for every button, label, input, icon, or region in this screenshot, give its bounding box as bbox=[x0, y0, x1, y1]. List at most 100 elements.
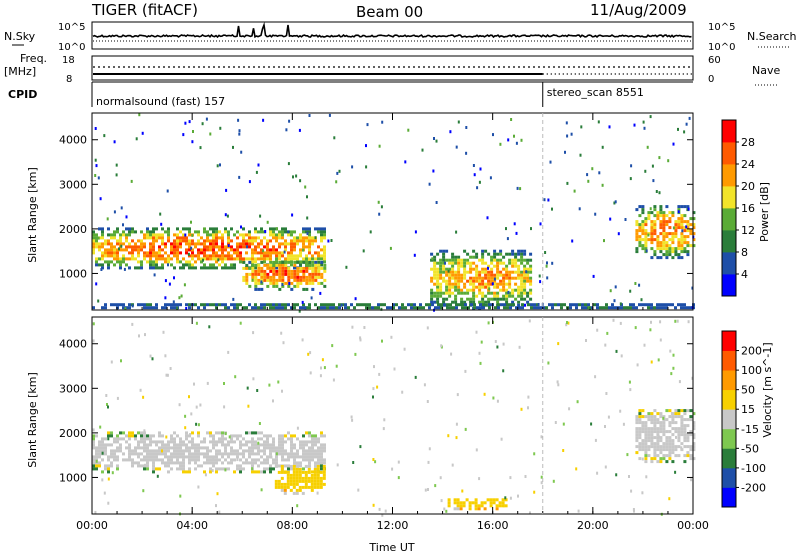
range-cell bbox=[305, 230, 308, 234]
range-cell bbox=[436, 267, 440, 271]
range-cell bbox=[644, 430, 648, 434]
range-cell bbox=[218, 458, 221, 462]
range-cell bbox=[517, 291, 521, 295]
range-cell bbox=[146, 461, 149, 465]
range-cell bbox=[638, 235, 642, 239]
range-cell bbox=[529, 276, 533, 280]
range-cell bbox=[653, 448, 657, 452]
range-cell bbox=[514, 264, 518, 268]
range-cell bbox=[146, 230, 149, 234]
range-cell bbox=[197, 443, 200, 447]
range-cell bbox=[290, 260, 293, 264]
scatter-cell bbox=[577, 509, 580, 513]
range-cell bbox=[101, 443, 104, 447]
range-cell bbox=[296, 303, 299, 307]
range-cell bbox=[683, 430, 687, 434]
scatter-cell bbox=[366, 123, 369, 127]
range-cell bbox=[496, 291, 500, 295]
range-cell bbox=[188, 266, 191, 270]
range-cell bbox=[212, 443, 215, 447]
range-cell bbox=[260, 470, 263, 474]
range-cell bbox=[283, 491, 287, 495]
range-cell bbox=[499, 252, 503, 256]
range-cell bbox=[209, 245, 212, 249]
range-cell bbox=[674, 235, 678, 239]
range-cell bbox=[140, 260, 143, 264]
range-cell bbox=[274, 485, 278, 489]
range-cell bbox=[463, 264, 467, 268]
range-cell bbox=[164, 242, 167, 246]
range-cell bbox=[472, 294, 476, 298]
range-cell bbox=[656, 433, 660, 437]
range-cell bbox=[671, 214, 675, 218]
range-cell bbox=[251, 248, 254, 252]
range-cell bbox=[239, 446, 242, 450]
scatter-cell bbox=[350, 415, 353, 419]
range-cell bbox=[662, 454, 666, 458]
range-cell bbox=[529, 258, 533, 262]
range-cell bbox=[95, 434, 98, 438]
range-cell bbox=[502, 267, 506, 271]
range-cell bbox=[140, 266, 143, 270]
range-cell bbox=[278, 233, 281, 237]
range-cell bbox=[221, 437, 224, 441]
scatter-cell bbox=[103, 491, 106, 495]
range-cell bbox=[475, 270, 479, 274]
range-cell bbox=[278, 245, 281, 249]
range-cell bbox=[481, 291, 485, 295]
range-cell bbox=[314, 452, 317, 456]
range-cell bbox=[149, 452, 152, 456]
range-cell bbox=[490, 279, 494, 283]
range-cell bbox=[257, 269, 261, 273]
range-cell bbox=[301, 491, 305, 495]
scatter-cell bbox=[451, 463, 454, 467]
range-cell bbox=[227, 440, 230, 444]
range-cell bbox=[526, 294, 530, 298]
scatter-cell bbox=[549, 160, 552, 164]
range-cell bbox=[484, 282, 488, 286]
range-cell bbox=[158, 434, 161, 438]
range-cell bbox=[257, 272, 261, 276]
range-cell bbox=[92, 230, 95, 234]
range-cell bbox=[523, 270, 527, 274]
range-cell bbox=[302, 434, 305, 438]
scatter-cell bbox=[309, 371, 312, 375]
range-cell bbox=[326, 306, 329, 310]
range-cell bbox=[683, 460, 687, 464]
range-cell bbox=[98, 455, 101, 459]
range-cell bbox=[146, 437, 149, 441]
range-cell bbox=[263, 443, 266, 447]
range-cell bbox=[257, 263, 261, 267]
range-cell bbox=[317, 275, 321, 279]
range-cell bbox=[200, 440, 203, 444]
range-cell bbox=[149, 443, 152, 447]
range-cell bbox=[128, 233, 131, 237]
range-cell bbox=[299, 440, 302, 444]
range-cell bbox=[311, 455, 314, 459]
range-cell bbox=[304, 464, 308, 468]
range-cell bbox=[611, 303, 614, 307]
range-cell bbox=[152, 242, 155, 246]
range-cell bbox=[371, 306, 374, 310]
scatter-cell bbox=[426, 400, 429, 403]
range-cell bbox=[146, 251, 149, 255]
range-cell bbox=[113, 257, 116, 261]
range-cell bbox=[488, 303, 491, 307]
range-cell bbox=[529, 282, 533, 286]
range-cell bbox=[281, 303, 284, 307]
range-cell bbox=[495, 504, 499, 508]
range-cell bbox=[119, 257, 122, 261]
range-cell bbox=[221, 431, 224, 435]
range-cell bbox=[632, 306, 635, 310]
scatter-cell bbox=[122, 223, 124, 227]
range-cell bbox=[290, 440, 293, 444]
range-cell bbox=[113, 440, 116, 444]
scatter-cell bbox=[642, 120, 645, 124]
range-cell bbox=[95, 257, 98, 261]
range-cell bbox=[650, 220, 654, 224]
range-cell bbox=[475, 267, 479, 271]
scatter-cell bbox=[180, 294, 183, 298]
scatter-cell bbox=[101, 451, 104, 455]
range-cell bbox=[152, 449, 155, 453]
range-cell bbox=[445, 279, 449, 283]
